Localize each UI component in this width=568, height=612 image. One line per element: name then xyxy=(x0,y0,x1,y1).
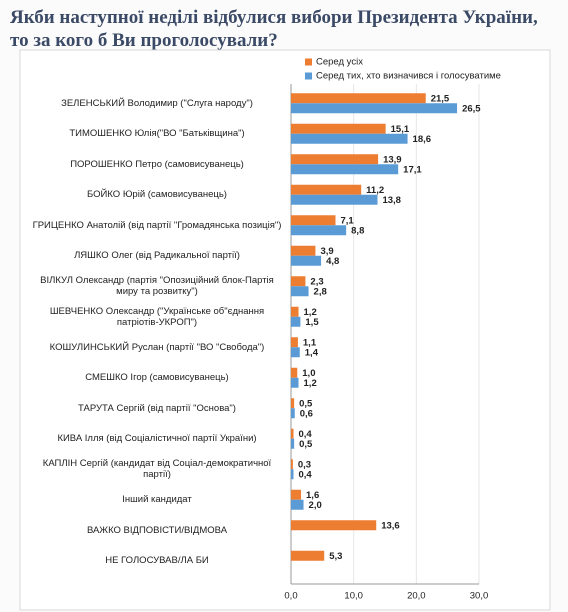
y-tick-label: ВАЖКО ВІДПОВІСТИ/ВІДМОВА xyxy=(86,524,228,536)
y-tick-label: КИВА Ілля (від Соціалістичної партії Укр… xyxy=(57,433,257,445)
bar xyxy=(291,337,298,348)
plot-area xyxy=(19,49,551,611)
value-label: 13,9 xyxy=(383,154,402,165)
y-tick-label: ПОРОШЕНКО Петро (самовисуванець) xyxy=(70,158,244,170)
bar xyxy=(291,194,378,205)
bar xyxy=(291,215,336,226)
value-label: 1,0 xyxy=(302,368,315,379)
x-tick-label: 0,0 xyxy=(284,591,297,602)
y-tick-label: КАПЛІН Сергій (кандидат від Соціал-демок… xyxy=(42,458,272,481)
y-tick-label: СМЕШКО Ігор (самовисуванець) xyxy=(85,372,229,384)
value-label: 1,6 xyxy=(306,490,319,501)
value-label: 1,2 xyxy=(304,307,317,318)
bar xyxy=(291,377,299,388)
value-label: 0,6 xyxy=(300,408,313,419)
bar xyxy=(291,306,299,317)
value-label: 0,5 xyxy=(299,439,313,450)
value-label: 2,3 xyxy=(310,276,323,287)
value-label: 5,3 xyxy=(329,551,342,562)
bar xyxy=(291,123,386,134)
value-label: 3,9 xyxy=(320,246,333,257)
bar xyxy=(291,489,302,500)
y-tick-label: КОШУЛИНСЬКИЙ Руслан (партії "ВО "Свобода… xyxy=(49,341,265,353)
bar xyxy=(291,469,294,480)
legend-swatch xyxy=(305,72,312,80)
bar xyxy=(291,245,316,256)
bar xyxy=(291,276,306,287)
chart-title: Якби наступної неділі відбулися вибори П… xyxy=(10,7,538,51)
bar xyxy=(291,225,347,236)
legend-label: Серед усіх xyxy=(316,57,363,68)
value-label: 11,2 xyxy=(366,185,384,196)
value-label: 0,3 xyxy=(298,459,311,470)
bar xyxy=(291,438,295,449)
bar xyxy=(291,255,322,266)
bar xyxy=(291,428,294,439)
value-label: 0,4 xyxy=(299,469,313,480)
bar xyxy=(291,550,325,561)
bar xyxy=(291,499,304,510)
value-label: 21,5 xyxy=(431,93,450,104)
value-label: 1,4 xyxy=(305,347,319,358)
bar xyxy=(291,286,309,297)
y-tick-label: Інший кандидат xyxy=(122,494,192,506)
bar xyxy=(291,520,377,531)
bar xyxy=(291,398,295,409)
value-label: 8,8 xyxy=(351,225,364,236)
y-tick-label: БОЙКО Юрій (самовисуванець) xyxy=(87,189,227,201)
x-tick-label: 30,0 xyxy=(470,591,489,602)
y-tick-label: ЛЯШКО Олег (від Радикальної партії) xyxy=(74,250,240,262)
bar xyxy=(291,347,300,358)
bar xyxy=(291,164,399,175)
value-label: 4,8 xyxy=(326,256,339,267)
y-tick-label: ШЕВЧЕНКО Олександр ("Українське об"єднан… xyxy=(49,305,265,328)
value-label: 1,1 xyxy=(303,337,317,348)
y-tick-label: ВІЛКУЛ Олександр (партія "Опозиційний бл… xyxy=(40,275,274,298)
value-label: 17,1 xyxy=(403,164,422,175)
bar xyxy=(291,103,458,114)
y-tick-label: ТИМОШЕНКО Юлія("ВО "Батьківщина") xyxy=(69,128,245,140)
value-label: 0,5 xyxy=(299,398,313,409)
value-label: 18,6 xyxy=(413,134,432,145)
y-tick-label: ЗЕЛЕНСЬКИЙ Володимир ("Слуга народу") xyxy=(61,97,253,109)
bar xyxy=(291,367,298,378)
x-tick-label: 10,0 xyxy=(344,591,363,602)
value-label: 2,0 xyxy=(309,500,322,511)
value-label: 13,6 xyxy=(381,520,400,531)
value-label: 15,1 xyxy=(391,124,410,135)
legend-swatch xyxy=(305,58,312,66)
bar xyxy=(291,459,293,470)
bar xyxy=(291,133,408,144)
value-label: 0,4 xyxy=(299,429,313,440)
bar xyxy=(291,184,362,195)
value-label: 1,2 xyxy=(304,378,317,389)
bar xyxy=(291,408,295,419)
legend-label: Серед тих, хто визначився і голосуватиме xyxy=(316,71,501,82)
value-label: 1,5 xyxy=(305,317,319,328)
value-label: 26,5 xyxy=(462,103,481,114)
value-label: 13,8 xyxy=(382,195,401,206)
y-tick-label: ГРИЦЕНКО Анатолій (від партії "Громадянс… xyxy=(32,219,282,231)
value-label: 7,1 xyxy=(340,215,354,226)
y-tick-label: НЕ ГОЛОСУВАВ/ЛА БИ xyxy=(105,555,209,567)
x-tick-label: 20,0 xyxy=(407,591,426,602)
value-label: 2,8 xyxy=(314,286,327,297)
y-tick-label: ТАРУТА Сергій (від партії "Основа") xyxy=(78,402,236,414)
bar xyxy=(291,316,301,327)
bar xyxy=(291,154,379,165)
bar xyxy=(291,93,426,104)
